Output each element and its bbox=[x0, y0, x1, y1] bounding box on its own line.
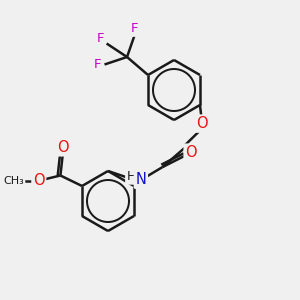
Text: H: H bbox=[127, 170, 136, 183]
Text: O: O bbox=[196, 116, 207, 131]
Text: O: O bbox=[185, 145, 197, 160]
Text: F: F bbox=[131, 22, 138, 35]
Text: O: O bbox=[57, 140, 69, 155]
Text: N: N bbox=[135, 172, 146, 187]
Text: CH₃: CH₃ bbox=[3, 176, 24, 186]
Text: O: O bbox=[33, 173, 45, 188]
Text: F: F bbox=[94, 58, 102, 71]
Text: F: F bbox=[96, 32, 104, 46]
